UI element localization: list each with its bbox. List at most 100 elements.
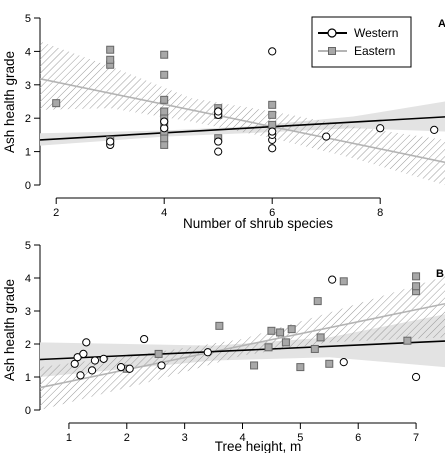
panel-b-western-point bbox=[76, 371, 85, 380]
panel-b-eastern-fit-line bbox=[40, 302, 445, 389]
panel-b-eastern-point bbox=[403, 336, 412, 345]
panel-a-western-point bbox=[214, 137, 223, 146]
legend: Western Eastern bbox=[311, 16, 412, 68]
panel-b-eastern-point bbox=[412, 272, 421, 281]
panel-b-y-tick-label: 0 bbox=[25, 405, 31, 417]
panel-a-western-point bbox=[160, 124, 169, 133]
panel-b-western-point bbox=[328, 275, 337, 284]
panel-b-y-tick-label: 5 bbox=[25, 240, 31, 252]
panel-b-x-tick-label: 3 bbox=[182, 432, 188, 444]
panel-b-x-tick-label: 4 bbox=[239, 432, 245, 444]
panel-a-eastern-point bbox=[268, 100, 277, 109]
panel-b-eastern-point bbox=[310, 344, 319, 353]
panel-a-eastern-point bbox=[268, 120, 277, 129]
panel-a-x-tick-label: 6 bbox=[269, 207, 275, 219]
panel-b-eastern-point bbox=[215, 321, 224, 330]
panel-b-eastern-point bbox=[267, 326, 276, 335]
panel-b-y-axis-title: Ash health grade bbox=[2, 279, 17, 381]
panel-a-eastern-point bbox=[106, 55, 115, 64]
panel-b-western-point bbox=[79, 349, 88, 358]
panel-a-western-point bbox=[214, 107, 223, 116]
panel-a-y-tick-label: 2 bbox=[25, 113, 31, 125]
panel-a-western-point bbox=[268, 127, 277, 136]
panel-b-western-fit-line bbox=[40, 340, 445, 361]
panel-a-eastern-point bbox=[160, 107, 169, 116]
panel-a-plot-area bbox=[40, 41, 445, 185]
panel-a-eastern-point bbox=[52, 99, 61, 108]
panel-a-eastern-point bbox=[160, 50, 169, 59]
panel-b-y-ticks: 0 1 2 3 4 5 bbox=[25, 240, 41, 417]
legend-eastern-marker bbox=[328, 47, 336, 55]
panel-b-eastern-point bbox=[316, 333, 325, 342]
panel-b-x-tick-label: 2 bbox=[124, 432, 130, 444]
panel-a-eastern-point bbox=[160, 134, 169, 143]
panel-b-eastern-point bbox=[313, 297, 322, 306]
panel-b-letter: B bbox=[436, 268, 444, 280]
panel-b-western-point bbox=[125, 364, 134, 373]
panel-a-western-point bbox=[160, 117, 169, 126]
panel-b-eastern-point bbox=[281, 338, 290, 347]
legend-western-label: Western bbox=[354, 26, 398, 40]
panel-a-x-tick-label: 4 bbox=[161, 207, 167, 219]
panel-b-western-point bbox=[87, 366, 97, 375]
panel-b-western-point bbox=[82, 338, 91, 347]
panel-a-western-point bbox=[106, 137, 115, 146]
panel-b-y-tick-label: 2 bbox=[25, 339, 31, 351]
panel-b-x-ticks: 1 2 3 4 5 6 7 bbox=[66, 422, 419, 444]
panel-b-western-point bbox=[339, 358, 348, 367]
panel-a-y-tick-label: 5 bbox=[25, 13, 31, 25]
panel-a-eastern-point bbox=[160, 70, 169, 79]
panel-a-eastern-point bbox=[160, 95, 169, 104]
panel-a-western-point bbox=[376, 124, 385, 133]
panel-b-western-point bbox=[203, 348, 212, 357]
panel-a-eastern-ci-band bbox=[40, 41, 445, 185]
panel-a-eastern-point bbox=[106, 45, 115, 54]
panel-a: Ash health grade Number of shrub species… bbox=[2, 13, 445, 231]
panel-b-western-point bbox=[99, 354, 108, 363]
panel-a-western-point bbox=[322, 132, 331, 141]
panel-b-western-point bbox=[90, 356, 100, 365]
panel-a-y-axis-title: Ash health grade bbox=[2, 51, 17, 153]
panel-b-eastern-point bbox=[296, 363, 305, 372]
panel-b-eastern-point bbox=[250, 361, 259, 370]
panel-b-western-point bbox=[70, 359, 79, 368]
panel-b-eastern-point bbox=[325, 359, 334, 368]
panel-b-plot-area bbox=[40, 272, 445, 410]
panel-a-y-tick-label: 3 bbox=[25, 80, 31, 92]
panel-b-x-tick-label: 6 bbox=[355, 432, 361, 444]
panel-b-eastern-point bbox=[264, 343, 273, 352]
panel-b-eastern-point bbox=[412, 282, 421, 291]
panel-a-x-ticks: 2 4 6 8 bbox=[53, 197, 383, 219]
panel-b-x-tick-label: 5 bbox=[297, 432, 303, 444]
panel-a-western-point bbox=[430, 125, 439, 134]
panel-b-x-axis-title: Tree height, m bbox=[215, 439, 302, 453]
panel-a-western-point bbox=[268, 144, 277, 153]
panel-a-letter: A bbox=[438, 18, 445, 30]
panel-a-y-tick-label: 1 bbox=[25, 147, 31, 159]
panel-b-western-point bbox=[116, 363, 126, 372]
legend-western-marker bbox=[327, 28, 337, 38]
panel-a-western-point bbox=[268, 47, 277, 56]
panel-b-y-tick-label: 1 bbox=[25, 372, 31, 384]
panel-a-x-tick-label: 8 bbox=[377, 207, 383, 219]
panel-b-eastern-ci-band bbox=[40, 276, 445, 410]
panel-a-y-tick-label: 0 bbox=[25, 180, 31, 192]
panel-b: Ash health grade Tree height, m B 0 1 2 3 4 5… bbox=[2, 240, 445, 453]
panel-b-eastern-point bbox=[154, 349, 163, 358]
panel-b-western-point bbox=[140, 334, 149, 344]
legend-eastern-label: Eastern bbox=[354, 44, 395, 58]
panel-b-western-point bbox=[157, 361, 166, 370]
panel-b-eastern-point bbox=[339, 277, 348, 286]
panel-b-y-tick-label: 4 bbox=[25, 273, 31, 285]
panel-a-eastern-point bbox=[160, 140, 169, 149]
panel-b-western-point bbox=[411, 372, 421, 382]
legend-box bbox=[311, 16, 412, 68]
panel-a-western-point bbox=[214, 147, 223, 156]
panel-a-y-tick-label: 4 bbox=[25, 46, 31, 58]
panel-a-x-tick-label: 2 bbox=[53, 207, 59, 219]
panel-b-x-tick-label: 7 bbox=[413, 432, 419, 444]
panel-b-eastern-point bbox=[276, 328, 285, 337]
panel-a-eastern-point bbox=[268, 110, 277, 119]
panel-b-x-tick-label: 1 bbox=[66, 432, 72, 444]
